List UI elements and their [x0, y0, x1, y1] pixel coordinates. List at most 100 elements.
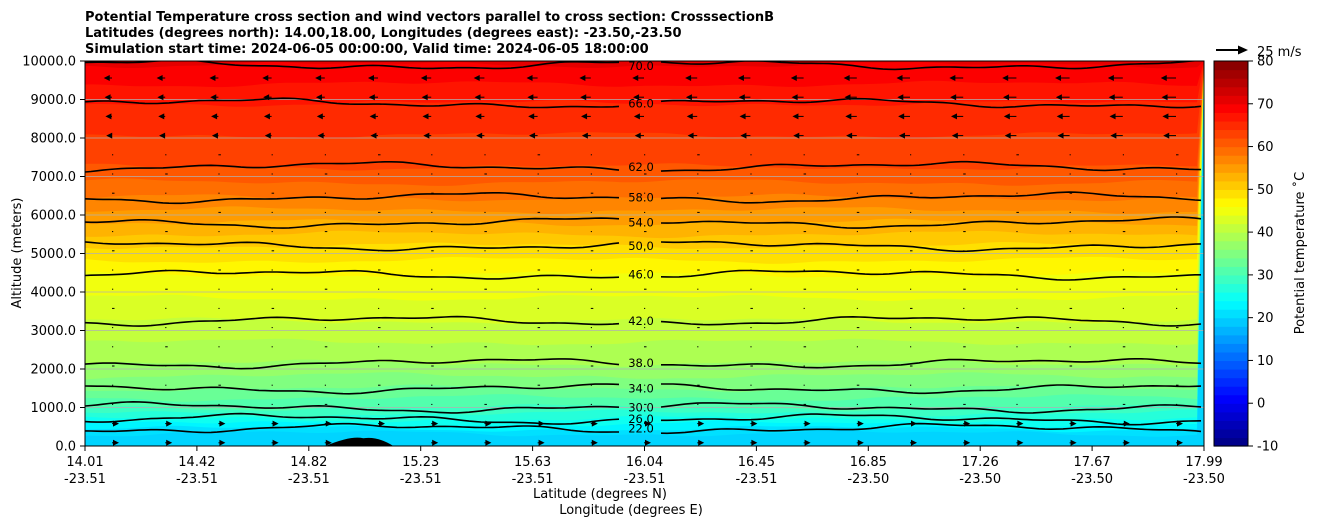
colorbar-segment [1214, 95, 1248, 105]
colorbar [1214, 61, 1248, 447]
colorbar-segment [1214, 411, 1248, 421]
wind-key-arrowhead [1238, 45, 1248, 55]
wind-arrowhead [805, 459, 811, 465]
x-tick-lon: -23.51 [735, 472, 777, 487]
y-tick-label: 4000.0 [31, 286, 77, 301]
y-tick-label: 0.0 [55, 440, 76, 455]
wind-arrowhead [166, 439, 173, 446]
wind-arrowhead [633, 94, 640, 101]
wind-arrowhead [698, 420, 705, 427]
wind-arrowhead [166, 459, 172, 465]
wind-arrowhead [423, 132, 430, 139]
colorbar-segment [1214, 215, 1248, 225]
x-tick-lon: -23.50 [1183, 472, 1225, 487]
colorbar-segment [1214, 266, 1248, 276]
colorbar-segment [1214, 317, 1248, 327]
wind-arrowhead [857, 439, 864, 446]
wind-arrowhead [591, 420, 598, 427]
colorbar-segment [1214, 369, 1248, 379]
x-tick-lat: 16.45 [738, 455, 775, 470]
wind-arrowhead [950, 94, 957, 101]
wind-arrowhead [698, 439, 705, 446]
colorbar-segment [1214, 394, 1248, 404]
wind-arrowhead [526, 75, 533, 81]
wind-arrowhead [633, 113, 640, 120]
colorbar-segment [1214, 360, 1248, 370]
wind-arrowhead [219, 459, 225, 465]
wind-arrowhead [485, 420, 492, 427]
colorbar-segment [1214, 343, 1248, 353]
colorbar-segment [1214, 138, 1248, 148]
wind-arrowhead [272, 439, 279, 446]
wind-arrowhead [473, 75, 480, 81]
x-tick-lon: -23.51 [176, 472, 218, 487]
wind-arrowhead [1017, 420, 1024, 427]
contour-label: 34.0 [628, 381, 654, 395]
colorbar-tick-label: 30 [1257, 268, 1274, 283]
wind-arrowhead [1123, 420, 1130, 427]
wind-arrowhead [485, 459, 491, 465]
x-axis-ticks: 14.01 -23.51 14.42 -23.51 14.82 -23.51 15.23 -2… [64, 446, 1225, 487]
wind-arrowhead [1057, 132, 1064, 139]
temperature-fill-bands [85, 61, 1204, 446]
contour-label: 70.0 [628, 59, 654, 73]
wind-arrowhead [1162, 113, 1169, 120]
wind-arrowhead [379, 420, 385, 427]
y-tick-label: 9000.0 [31, 93, 77, 108]
wind-arrowhead [897, 94, 904, 101]
colorbar-segment [1214, 334, 1248, 344]
wind-arrowhead [911, 420, 917, 427]
contour-lines [85, 61, 1202, 435]
wind-arrowhead [368, 94, 375, 101]
contour-42.0 [85, 315, 1202, 327]
gridlines [85, 61, 1204, 446]
chart-title-line-1: Potential Temperature cross section and … [85, 10, 774, 25]
wind-arrowhead [106, 132, 113, 139]
colorbar-segment [1214, 61, 1248, 71]
x-tick-lat: 15.63 [514, 455, 551, 470]
colorbar-segment [1214, 120, 1248, 131]
wind-arrowhead [211, 113, 218, 120]
wind-arrowhead [538, 420, 545, 427]
x-tick-lon: -23.51 [288, 472, 330, 487]
wind-arrowhead [1160, 75, 1167, 81]
contour-34.0 [85, 383, 1202, 395]
y-tick-label: 6000.0 [31, 209, 77, 224]
wind-arrowhead [1177, 420, 1183, 427]
contour-label: 22.0 [628, 422, 654, 436]
contour-50.0 [85, 240, 1202, 253]
y-tick-label: 7000.0 [31, 170, 77, 185]
contour-label: 66.0 [628, 96, 654, 110]
contour-62.0 [85, 160, 1202, 173]
colorbar-segment [1214, 112, 1248, 122]
contour-58.0 [85, 191, 1202, 205]
wind-arrowhead [790, 75, 797, 81]
contour-label: 42.0 [628, 314, 654, 328]
wind-arrowhead [156, 75, 163, 81]
wind-arrowhead [791, 94, 798, 101]
wind-arrowhead [687, 132, 694, 139]
wind-arrowhead [843, 75, 850, 81]
colorbar-segment [1214, 428, 1248, 439]
colorbar-frame [1213, 60, 1249, 447]
wind-arrowhead [475, 113, 482, 120]
wind-arrowhead [166, 420, 173, 427]
wind-arrowhead [103, 75, 110, 81]
wind-arrowhead [210, 94, 217, 101]
colorbar-segment [1214, 197, 1248, 208]
x-tick-lon: -23.51 [64, 472, 106, 487]
colorbar-label: Potential temperature ˚C [1292, 172, 1308, 335]
x-tick-lon: -23.50 [847, 472, 889, 487]
wind-arrowhead [1163, 132, 1170, 139]
wind-arrowhead [421, 94, 428, 101]
wind-arrowhead [1109, 113, 1116, 120]
wind-arrowhead [485, 439, 492, 446]
wind-arrowhead [367, 75, 374, 81]
wind-arrowhead [804, 439, 811, 446]
wind-arrowhead [104, 94, 111, 101]
y-tick-label: 1000.0 [31, 401, 77, 416]
wind-arrowhead [529, 132, 536, 139]
wind-arrowhead [1017, 459, 1023, 465]
wind-arrowhead [538, 439, 545, 446]
contour-26.0 [85, 412, 1202, 426]
